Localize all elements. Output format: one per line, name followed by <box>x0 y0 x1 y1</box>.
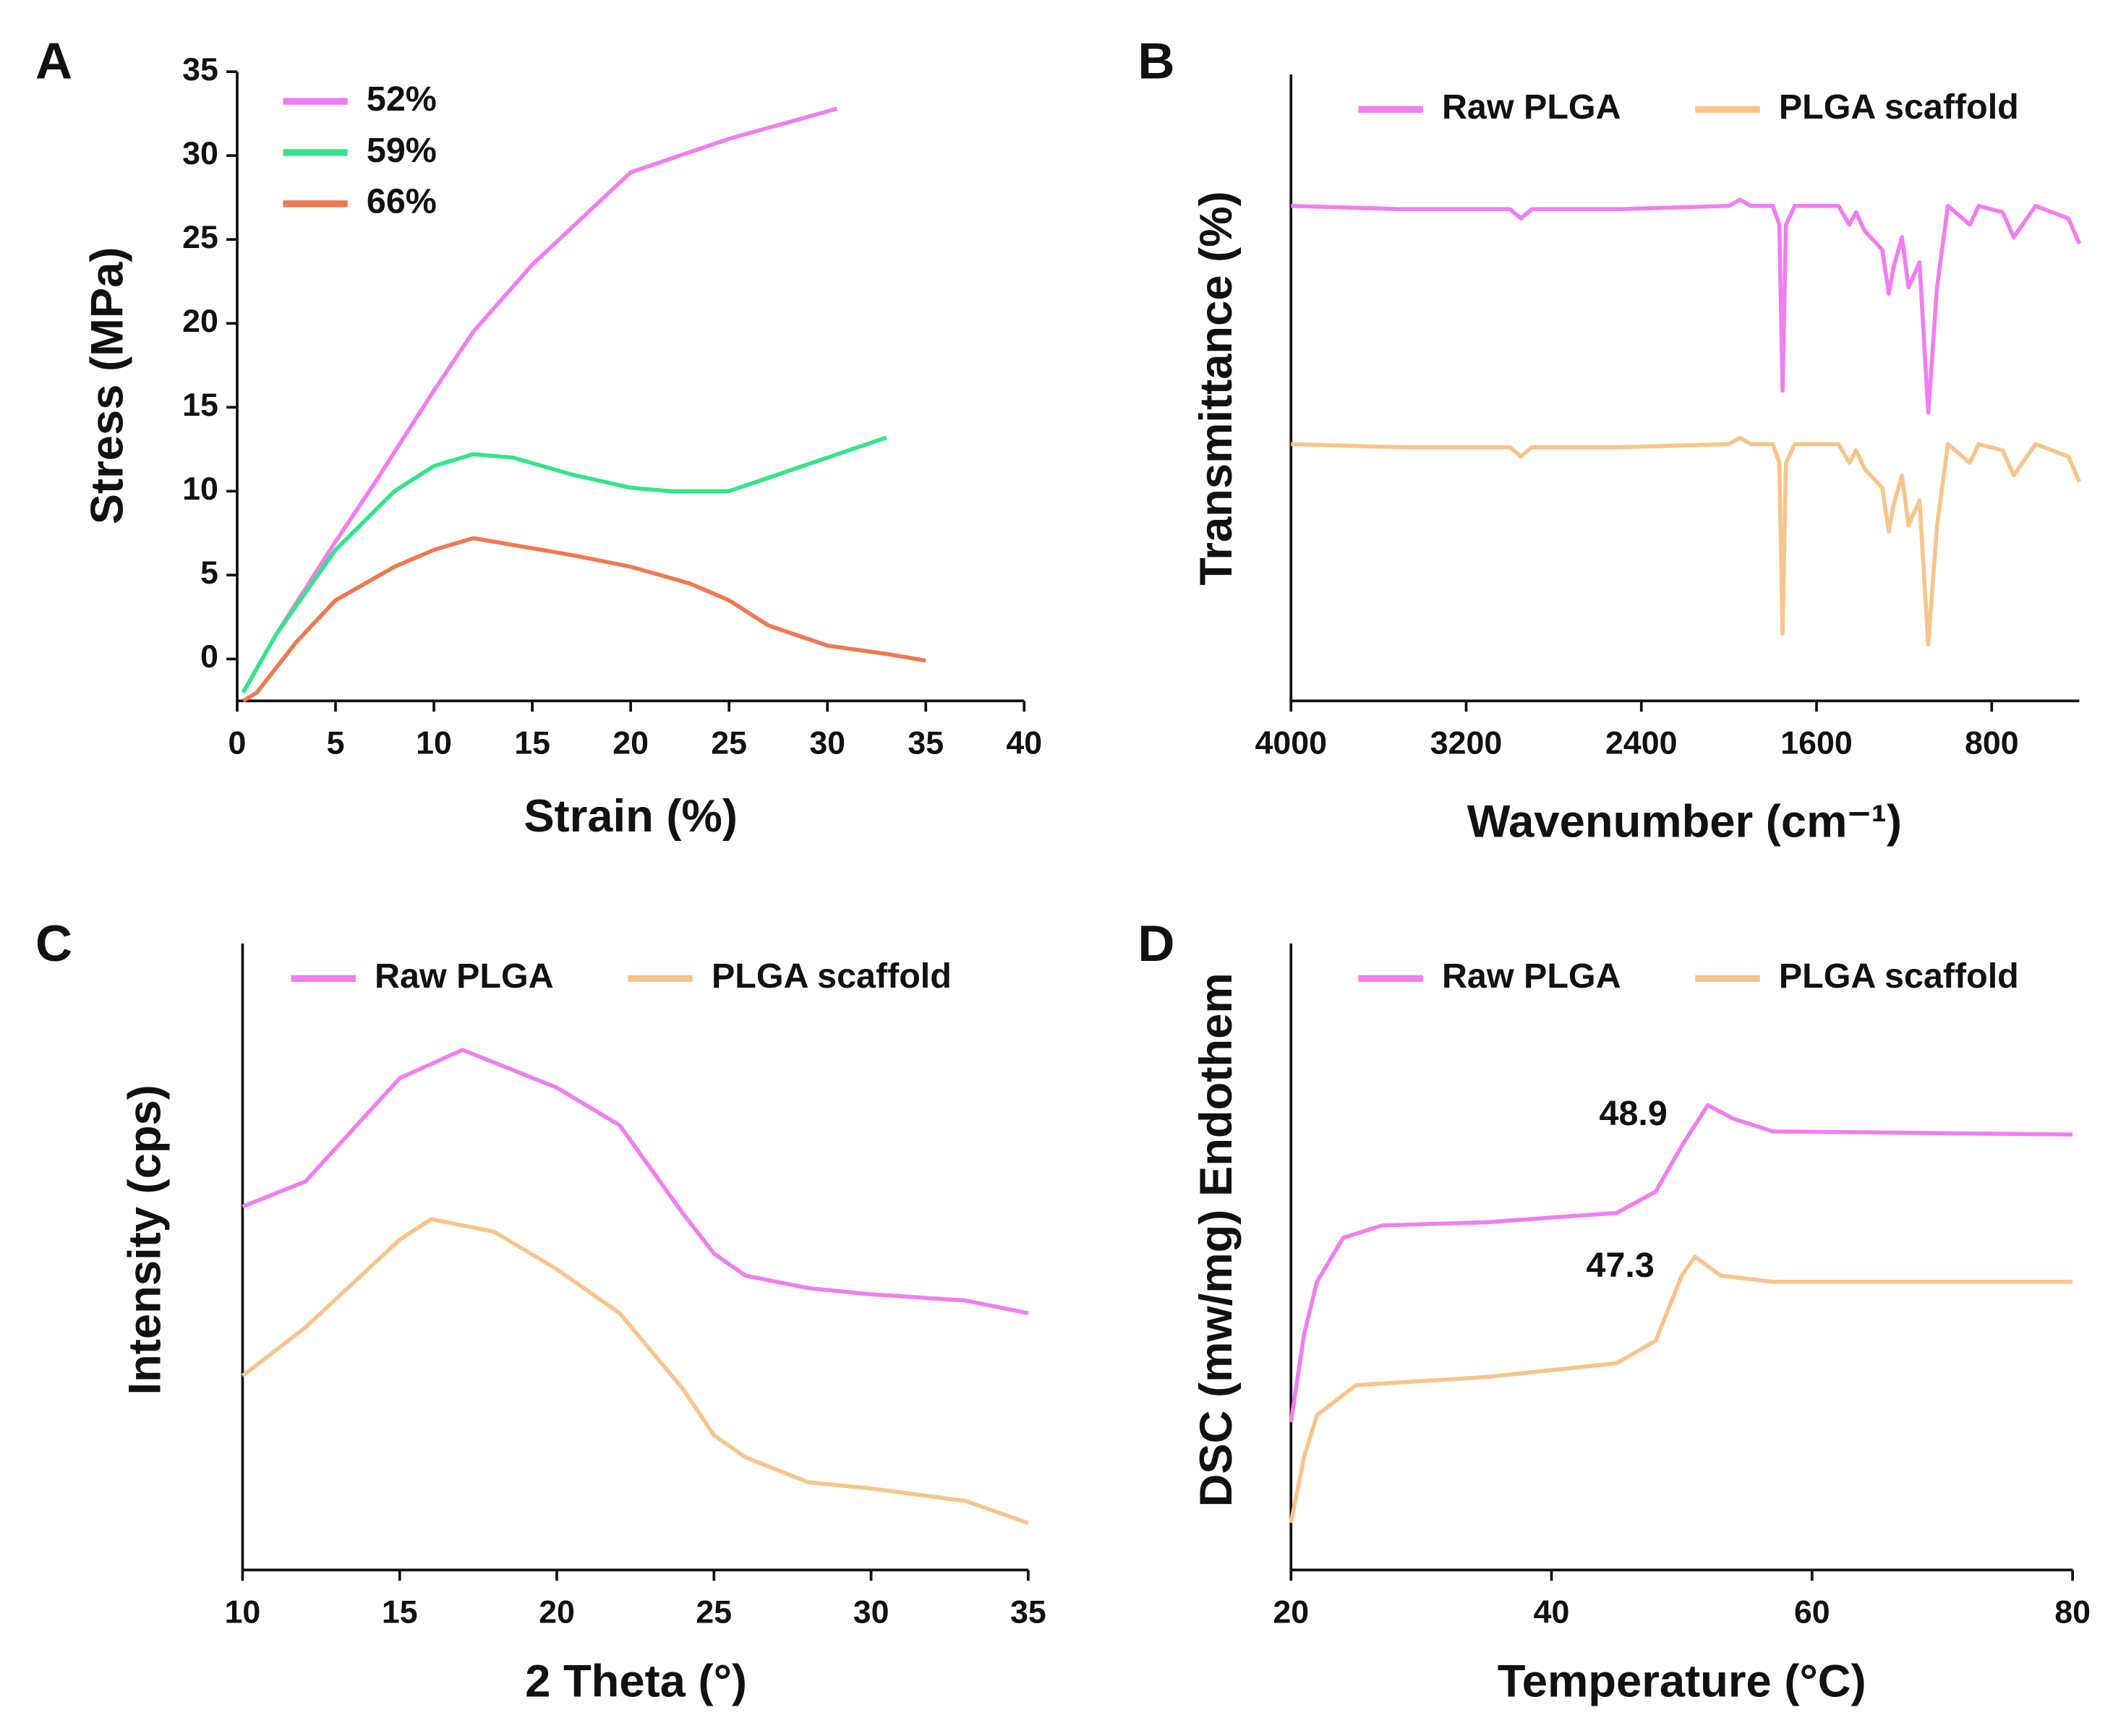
x-tick-label: 30 <box>853 1595 889 1630</box>
x-tick-label: 35 <box>908 726 944 761</box>
y-tick-label: 15 <box>182 388 218 423</box>
x-tick-label: 30 <box>809 726 845 761</box>
y-tick-label: 35 <box>182 52 218 87</box>
legend-label: PLGA scaffold <box>1779 957 2019 996</box>
x-tick-label: 80 <box>2054 1595 2091 1630</box>
legend-label: 66% <box>367 182 437 221</box>
x-tick-label: 35 <box>1010 1595 1046 1630</box>
x-tick-label: 25 <box>696 1595 732 1630</box>
y-axis-label: DSC (mw/mg) Endothem <box>1191 972 1242 1507</box>
x-tick-label: 15 <box>382 1595 418 1630</box>
x-tick-label: 20 <box>539 1595 575 1630</box>
x-axis-label: Temperature (°C) <box>1498 1656 1866 1707</box>
y-axis-label: Intensity (cps) <box>120 1085 171 1395</box>
data-line <box>241 106 838 694</box>
y-tick-label: 30 <box>182 136 218 171</box>
legend-label: Raw PLGA <box>1442 87 1621 127</box>
y-tick-label: 0 <box>200 639 218 675</box>
panel-letter: A <box>35 33 72 90</box>
x-tick-label: 10 <box>225 1595 261 1630</box>
x-tick-label: 15 <box>514 726 550 761</box>
data-line <box>1291 435 2081 647</box>
x-tick-label: 1600 <box>1780 726 1852 761</box>
x-tick-label: 25 <box>711 726 747 761</box>
legend-label: 59% <box>367 131 437 170</box>
y-tick-label: 10 <box>182 471 218 507</box>
legend-label: 52% <box>367 80 437 119</box>
x-tick-label: 20 <box>612 726 649 761</box>
y-tick-label: 20 <box>182 304 218 339</box>
annotation: 47.3 <box>1587 1246 1655 1285</box>
y-axis-label: Transmittance (%) <box>1191 191 1242 586</box>
data-line <box>1289 1254 2073 1523</box>
legend-label: PLGA scaffold <box>712 957 952 996</box>
x-tick-label: 60 <box>1794 1595 1830 1630</box>
panel-letter: B <box>1137 33 1174 90</box>
data-line <box>1291 197 2081 415</box>
x-axis-label: 2 Theta (°) <box>525 1656 747 1707</box>
x-tick-label: 5 <box>327 726 345 761</box>
x-tick-label: 40 <box>1534 1595 1570 1630</box>
x-tick-label: 10 <box>416 726 452 761</box>
data-line <box>1289 1103 2073 1423</box>
x-axis-label: Wavenumber (cm⁻¹) <box>1467 797 1902 847</box>
data-line <box>241 435 887 694</box>
legend-label: Raw PLGA <box>1442 957 1621 996</box>
x-tick-label: 800 <box>1965 726 2019 761</box>
x-axis-label: Strain (%) <box>524 791 738 842</box>
x-tick-label: 0 <box>229 726 247 761</box>
legend-label: PLGA scaffold <box>1779 87 2019 127</box>
legend-label: Raw PLGA <box>375 957 554 996</box>
panel-letter: D <box>1137 915 1174 972</box>
y-tick-label: 5 <box>200 555 218 591</box>
y-tick-label: 25 <box>182 220 218 255</box>
data-line <box>242 536 926 703</box>
data-line <box>242 1048 1029 1315</box>
annotation: 48.9 <box>1600 1094 1668 1133</box>
x-tick-label: 20 <box>1273 1595 1309 1630</box>
x-tick-label: 2400 <box>1605 726 1677 761</box>
data-line <box>241 1217 1029 1525</box>
x-tick-label: 4000 <box>1255 726 1327 761</box>
x-tick-label: 3200 <box>1430 726 1502 761</box>
x-tick-label: 40 <box>1006 726 1042 761</box>
panel-letter: C <box>35 915 72 972</box>
y-axis-label: Stress (MPa) <box>82 247 133 525</box>
